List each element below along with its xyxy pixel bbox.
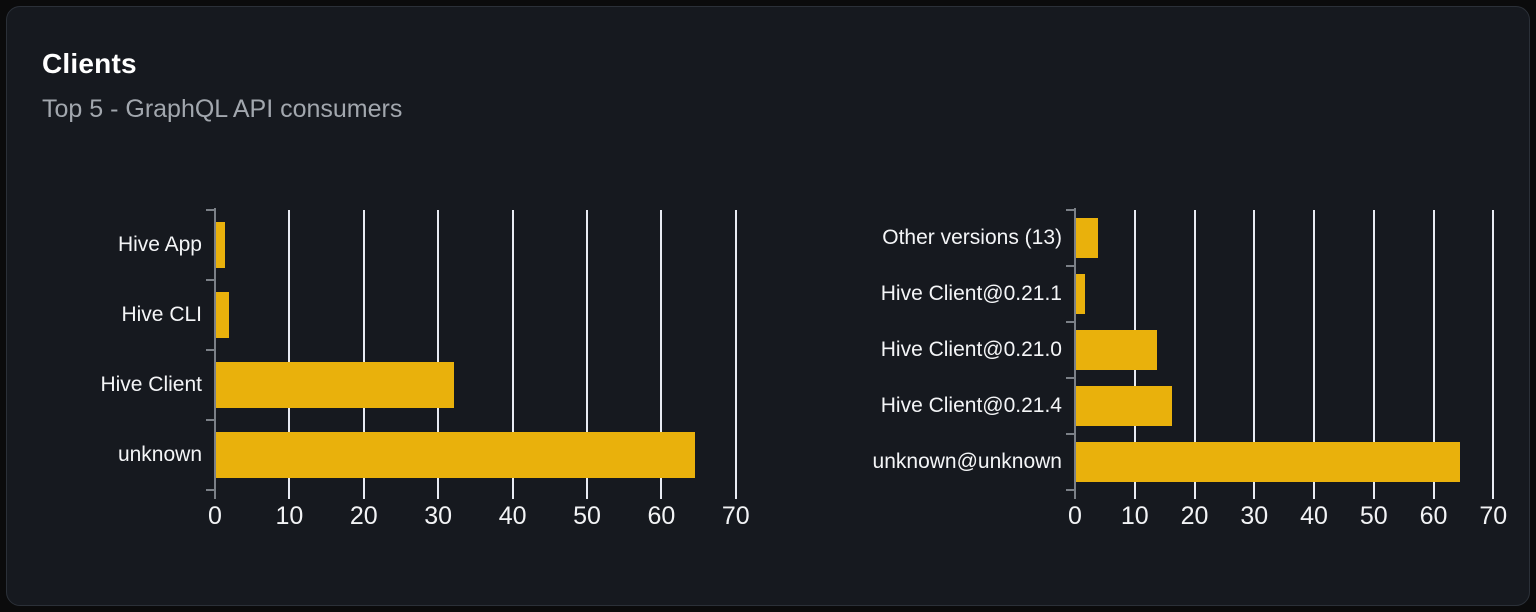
clients-card (6, 6, 1530, 606)
x-axis-tick (288, 490, 291, 499)
x-tick-label: 30 (1240, 502, 1269, 530)
category-label: Hive Client (100, 373, 202, 396)
x-axis-tick (1372, 490, 1375, 499)
x-axis-tick (1492, 490, 1495, 499)
y-axis-tick (206, 279, 215, 281)
x-axis-tick (437, 490, 440, 499)
gridline (1193, 210, 1196, 490)
bar (1075, 386, 1173, 426)
x-tick-label: 40 (498, 502, 527, 530)
bar (215, 292, 230, 338)
x-tick-label: 50 (1359, 502, 1388, 530)
category-label: unknown@unknown (872, 450, 1062, 473)
gridline (288, 210, 291, 490)
y-axis-tick (206, 349, 215, 351)
x-axis-tick (660, 490, 663, 499)
y-axis-tick (1066, 489, 1075, 491)
y-axis-tick (1066, 377, 1075, 379)
x-tick-label: 20 (349, 502, 378, 530)
x-tick-label: 70 (1479, 502, 1508, 530)
x-axis-tick (511, 490, 514, 499)
bar (1075, 218, 1098, 258)
x-tick-label: 10 (1120, 502, 1149, 530)
bar (215, 432, 695, 478)
y-axis-line (1074, 208, 1076, 499)
gridline (1432, 210, 1435, 490)
category-label: Hive CLI (121, 303, 202, 326)
y-axis-tick (1066, 265, 1075, 267)
bar (215, 222, 225, 268)
y-axis-tick (206, 419, 215, 421)
x-tick-label: 70 (721, 502, 750, 530)
category-label: Other versions (13) (882, 226, 1062, 249)
x-tick-label: 10 (275, 502, 304, 530)
bar (1075, 442, 1460, 482)
gridline (1372, 210, 1375, 490)
x-tick-label: 0 (1068, 502, 1082, 530)
gridline (511, 210, 514, 490)
x-tick-label: 0 (208, 502, 222, 530)
gridline (660, 210, 663, 490)
x-axis-tick (362, 490, 365, 499)
y-axis-line (214, 208, 216, 499)
card-subtitle: Top 5 - GraphQL API consumers (42, 95, 403, 123)
y-axis-tick (206, 209, 215, 211)
category-label: unknown (117, 443, 202, 466)
y-axis-tick (1066, 321, 1075, 323)
y-axis-tick (1066, 209, 1075, 211)
x-axis-tick (1193, 490, 1196, 499)
gridline (362, 210, 365, 490)
category-label: Hive Client@0.21.4 (880, 394, 1062, 417)
y-axis-tick (206, 489, 215, 491)
gridline (1253, 210, 1256, 490)
category-label: Hive Client@0.21.1 (880, 282, 1062, 305)
gridline (437, 210, 440, 490)
gridline (1313, 210, 1315, 490)
category-label: Hive Client@0.21.0 (880, 338, 1062, 361)
gridline (1492, 210, 1495, 490)
x-tick-label: 30 (424, 502, 453, 530)
x-axis-tick (1432, 490, 1435, 499)
bar (215, 362, 454, 408)
x-tick-label: 50 (573, 502, 601, 530)
x-tick-label: 60 (1419, 502, 1448, 530)
x-tick-label: 20 (1180, 502, 1209, 530)
card-title: Clients (42, 48, 137, 79)
x-tick-label: 40 (1300, 502, 1328, 530)
x-axis-tick (734, 490, 737, 499)
x-axis-tick (586, 490, 588, 499)
category-label: Hive App (117, 233, 202, 256)
bar (1075, 330, 1157, 370)
x-axis-tick (1133, 490, 1136, 499)
x-tick-label: 60 (647, 502, 676, 530)
gridline (586, 210, 588, 490)
bar (1075, 274, 1086, 314)
x-axis-tick (1253, 490, 1256, 499)
y-axis-tick (1066, 433, 1075, 435)
gridline (734, 210, 737, 490)
x-axis-tick (1313, 490, 1315, 499)
